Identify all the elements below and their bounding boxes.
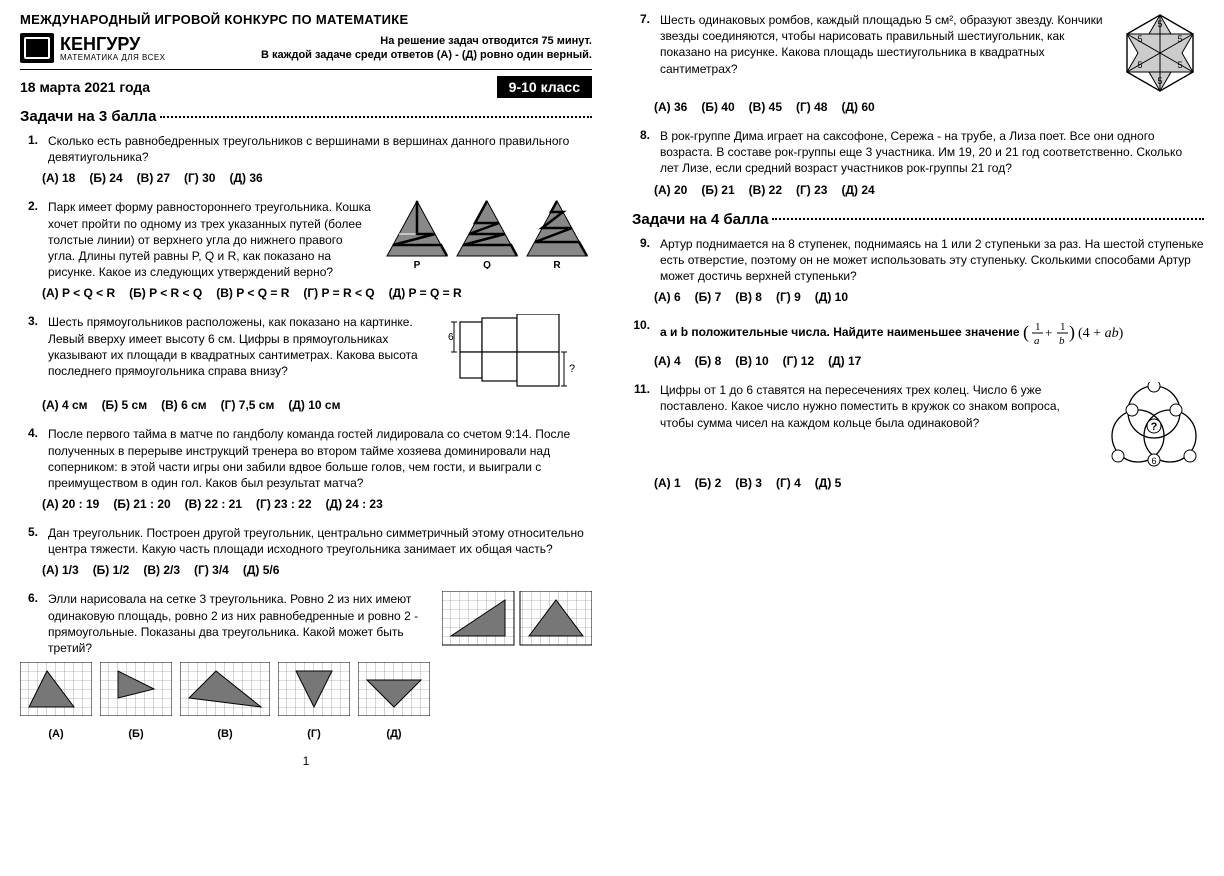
svg-text:48: 48 [532,329,544,340]
answers-9: (А) 6(Б) 7(В) 8(Г) 9(Д) 10 [654,290,1204,304]
problem-8: 8. В рок-группе Дима играет на саксофоне… [632,128,1204,197]
date: 18 марта 2021 года [20,79,150,95]
svg-text:6: 6 [448,332,454,343]
logo-sub: МАТЕМАТИКА ДЛЯ ВСЕХ [60,53,166,62]
svg-text:P: P [414,260,421,269]
problem-9: 9. Артур поднимается на 8 ступенек, подн… [632,236,1204,305]
svg-text:6: 6 [1151,456,1156,466]
figure-hexagon-star: 5 5 5 5 5 5 [1116,12,1204,94]
svg-text:R: R [553,260,561,269]
answers-5: (А) 1/3(Б) 1/2(В) 2/3(Г) 3/4(Д) 5/6 [42,563,592,577]
answers-7: (А) 36(Б) 40(В) 45(Г) 48(Д) 60 [654,100,1204,114]
svg-text:5: 5 [1157,19,1162,29]
figure-three-rings: ? 6 [1104,382,1204,470]
rules-text: На решение задач отводится 75 минут. В к… [176,34,592,63]
figure-grid-triangles [442,591,592,649]
svg-text:5: 5 [1177,60,1182,70]
problem-1: 1. Сколько есть равнобедренных треугольн… [20,133,592,185]
svg-text:5: 5 [1157,76,1162,86]
kangaroo-logo-icon [20,33,54,63]
answers-11: (А) 1(Б) 2(В) 3(Г) 4(Д) 5 [654,476,1204,490]
right-column: 7. Шесть одинаковых ромбов, каждый площа… [632,12,1204,864]
svg-text:30: 30 [532,364,544,375]
svg-text:16: 16 [467,333,479,344]
answers-3: (А) 4 см(Б) 5 см(В) 6 см(Г) 7,5 см(Д) 10… [42,398,592,412]
svg-text:): ) [1069,322,1075,343]
section-3-title: Задачи на 3 балла [20,108,592,125]
problem-5: 5. Дан треугольник. Построен другой треу… [20,525,592,577]
section-4-title: Задачи на 4 балла [632,211,1204,228]
grade-badge: 9-10 класс [497,76,592,98]
svg-text:5: 5 [1137,60,1142,70]
svg-text:(4 + ab): (4 + ab) [1078,326,1124,341]
answers-10: (А) 4(Б) 8(В) 10(Г) 12(Д) 17 [654,354,1204,368]
problem-7: 7. Шесть одинаковых ромбов, каждый площа… [632,12,1204,114]
svg-text:18: 18 [494,362,506,373]
svg-text:a: a [1034,335,1040,347]
svg-text:+: + [1045,325,1052,340]
left-column: МЕЖДУНАРОДНЫЙ ИГРОВОЙ КОНКУРС ПО МАТЕМАТ… [20,12,592,864]
page-number: 1 [20,754,592,768]
answers-1: (А) 18(Б) 24(В) 27(Г) 30(Д) 36 [42,171,592,185]
svg-text:1: 1 [1035,321,1041,333]
svg-text:(: ( [1023,322,1029,343]
figure-triangles-pqr: P Q R [382,199,592,269]
logo-block: КЕНГУРУ МАТЕМАТИКА ДЛЯ ВСЕХ [20,33,166,63]
svg-text:1: 1 [1060,321,1066,333]
answers-2: (А) P < Q < R(Б) P < R < Q(В) P < Q = R(… [42,286,592,300]
problem-10: 10. a и b положительные числа. Найдите н… [632,318,1204,368]
problem-2: 2. Парк имеет форму равностороннего треу… [20,199,592,300]
date-row: 18 марта 2021 года 9-10 класс [20,76,592,98]
answers-4: (А) 20 : 19(Б) 21 : 20(В) 22 : 21(Г) 23 … [42,497,592,511]
answers-6-grids: (А) (Б) (В) (Г) (Д) [20,662,592,740]
svg-text:5: 5 [1137,34,1142,44]
problem-6: 6. Элли нарисовала на сетке 3 треугольни… [20,591,592,740]
svg-text:5: 5 [1177,34,1182,44]
problem-4: 4. После первого тайма в матче по гандбо… [20,426,592,511]
svg-text:32: 32 [494,331,506,342]
logo-text: КЕНГУРУ [60,35,166,53]
problem-11: 11. Цифры от 1 до 6 ставятся на пересече… [632,382,1204,490]
svg-text:?: ? [1151,421,1158,433]
problem-3: 3. Шесть прямоугольников расположены, ка… [20,314,592,412]
formula-10: ( 1 a + 1 b ) (4 + ab) [1023,325,1153,340]
svg-text:b: b [1059,335,1065,347]
figure-rectangles: 6 16 32 48 12 18 30 ? [442,314,592,392]
answers-8: (А) 20(Б) 21(В) 22(Г) 23(Д) 24 [654,183,1204,197]
svg-text:Q: Q [483,260,491,269]
competition-title: МЕЖДУНАРОДНЫЙ ИГРОВОЙ КОНКУРС ПО МАТЕМАТ… [20,12,592,27]
svg-text:12: 12 [467,361,479,372]
svg-text:?: ? [569,363,575,375]
logo-row: КЕНГУРУ МАТЕМАТИКА ДЛЯ ВСЕХ На решение з… [20,33,592,63]
